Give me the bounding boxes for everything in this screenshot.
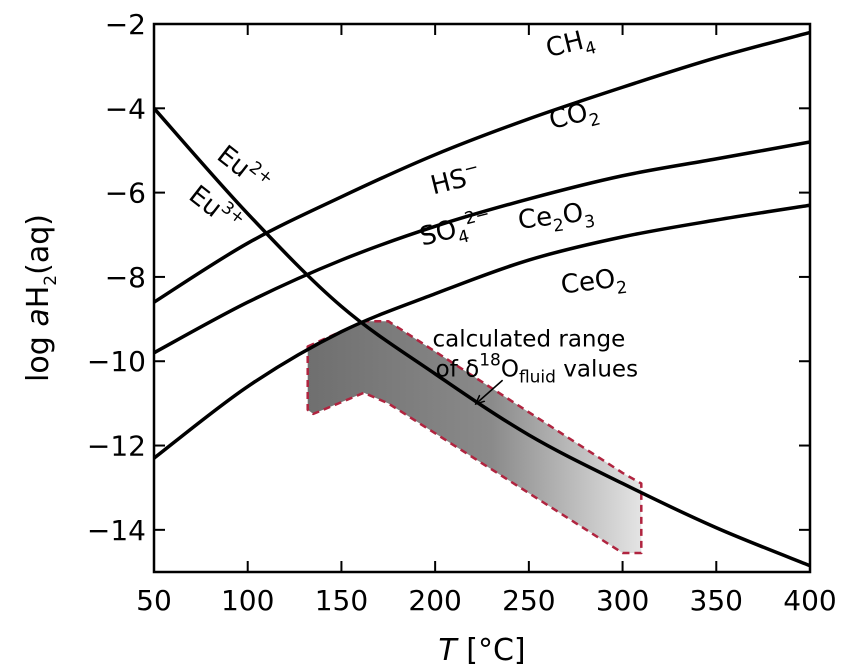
x-tick-label: 350 xyxy=(690,584,743,617)
axes-layer: 50 100 150 200 250 300 350 400 −2 −4 −6 −8 −10 −12 −14… xyxy=(21,8,837,668)
x-tick-label: 200 xyxy=(408,584,461,617)
y-tick-label: −4 xyxy=(105,92,146,125)
line-label-eu2: Eu2+ xyxy=(211,137,277,199)
ce2o3-ceo2-line xyxy=(154,203,810,460)
y-tick-label: −2 xyxy=(105,8,146,41)
y-tick-label: −14 xyxy=(87,514,146,547)
region-layer xyxy=(306,319,643,555)
plot-frame xyxy=(152,22,812,574)
y-axis-label: log aH2(aq) xyxy=(21,214,61,382)
line-label-co2: CO2 xyxy=(546,95,602,141)
x-tick-label: 300 xyxy=(596,584,649,617)
y-tick-label: −8 xyxy=(105,261,146,294)
y-tick-label: −6 xyxy=(105,177,146,210)
x-tick-label: 50 xyxy=(136,584,172,617)
calculated-range-region xyxy=(306,319,643,555)
x-tick-label: 100 xyxy=(221,584,274,617)
annotation-line-2: of δ18Ofluid values xyxy=(436,350,638,387)
line-label-so4: SO42− xyxy=(416,204,496,258)
annotation-arrow xyxy=(476,379,504,403)
y-tick-label: −12 xyxy=(87,430,146,463)
x-tick-label: 400 xyxy=(783,584,836,617)
line-label-ceo2: CeO2 xyxy=(559,263,628,306)
eu2-eu3-line xyxy=(154,106,810,568)
series-layer xyxy=(154,30,810,568)
x-tick-label: 250 xyxy=(502,584,555,617)
x-axis-label: T [°C] xyxy=(438,633,525,668)
ch4-co2-line xyxy=(154,30,810,304)
y-tick-label: −10 xyxy=(87,345,146,378)
line-label-eu3: Eu3+ xyxy=(183,177,249,239)
hs-so4-line xyxy=(154,140,810,355)
annotation-line-1: calculated range xyxy=(432,326,625,352)
x-tick-label: 150 xyxy=(315,584,368,617)
line-label-ch4: CH4 xyxy=(543,23,599,69)
line-label-ce2o3: Ce2O3 xyxy=(516,197,596,241)
line-label-hs: HS− xyxy=(427,157,484,201)
